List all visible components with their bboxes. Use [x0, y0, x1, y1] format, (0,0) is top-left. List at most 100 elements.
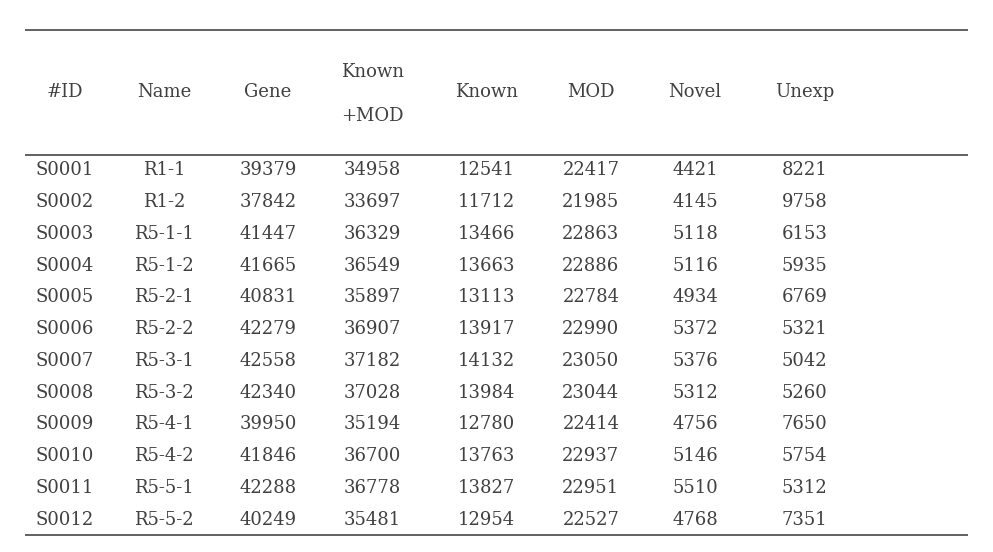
Text: 35897: 35897 [344, 288, 401, 306]
Text: 34958: 34958 [344, 161, 401, 179]
Text: 5754: 5754 [781, 447, 827, 465]
Text: R1-1: R1-1 [143, 161, 185, 179]
Text: R5-2-2: R5-2-2 [134, 320, 194, 338]
Text: 5312: 5312 [672, 384, 718, 402]
Text: S0005: S0005 [36, 288, 93, 306]
Text: 35194: 35194 [344, 415, 401, 433]
Text: 11712: 11712 [458, 193, 515, 211]
Text: 12954: 12954 [458, 511, 515, 529]
Text: 23050: 23050 [562, 352, 620, 370]
Text: 9758: 9758 [781, 193, 827, 211]
Text: Known: Known [455, 83, 518, 102]
Text: MOD: MOD [567, 83, 615, 102]
Text: R5-5-1: R5-5-1 [134, 479, 194, 497]
Text: 22527: 22527 [562, 511, 620, 529]
Text: R1-2: R1-2 [143, 193, 185, 211]
Text: 22886: 22886 [562, 257, 620, 275]
Text: 36907: 36907 [344, 320, 401, 338]
Text: 40831: 40831 [239, 288, 297, 306]
Text: 7351: 7351 [781, 511, 827, 529]
Text: 13917: 13917 [458, 320, 515, 338]
Text: S0008: S0008 [36, 384, 93, 402]
Text: Known: Known [341, 63, 404, 81]
Text: S0006: S0006 [36, 320, 93, 338]
Text: 13763: 13763 [458, 447, 515, 465]
Text: 22784: 22784 [562, 288, 620, 306]
Text: 12541: 12541 [458, 161, 515, 179]
Text: 35481: 35481 [344, 511, 401, 529]
Text: R5-2-1: R5-2-1 [134, 288, 194, 306]
Text: 42279: 42279 [239, 320, 297, 338]
Text: 36549: 36549 [344, 257, 401, 275]
Text: S0010: S0010 [36, 447, 93, 465]
Text: R5-5-2: R5-5-2 [134, 511, 194, 529]
Text: R5-1-2: R5-1-2 [134, 257, 194, 275]
Text: 37182: 37182 [344, 352, 401, 370]
Text: 40249: 40249 [239, 511, 297, 529]
Text: 21985: 21985 [562, 193, 620, 211]
Text: 5260: 5260 [781, 384, 827, 402]
Text: 4756: 4756 [672, 415, 718, 433]
Text: 41846: 41846 [239, 447, 297, 465]
Text: 36329: 36329 [344, 225, 401, 243]
Text: 36778: 36778 [344, 479, 401, 497]
Text: S0012: S0012 [36, 511, 93, 529]
Text: +MOD: +MOD [342, 107, 403, 125]
Text: 42288: 42288 [239, 479, 297, 497]
Text: 5372: 5372 [672, 320, 718, 338]
Text: 5312: 5312 [781, 479, 827, 497]
Text: 5321: 5321 [781, 320, 827, 338]
Text: 33697: 33697 [344, 193, 401, 211]
Text: 4934: 4934 [672, 288, 718, 306]
Text: 36700: 36700 [344, 447, 401, 465]
Text: S0003: S0003 [36, 225, 93, 243]
Text: R5-4-1: R5-4-1 [134, 415, 194, 433]
Text: 39950: 39950 [239, 415, 297, 433]
Text: S0011: S0011 [36, 479, 93, 497]
Text: 22414: 22414 [562, 415, 620, 433]
Text: 5376: 5376 [672, 352, 718, 370]
Text: 13827: 13827 [458, 479, 515, 497]
Text: 4145: 4145 [672, 193, 718, 211]
Text: 4768: 4768 [672, 511, 718, 529]
Text: 6153: 6153 [781, 225, 827, 243]
Text: 22417: 22417 [562, 161, 620, 179]
Text: 8221: 8221 [781, 161, 827, 179]
Text: 42558: 42558 [239, 352, 297, 370]
Text: 41665: 41665 [239, 257, 297, 275]
Text: 4421: 4421 [672, 161, 718, 179]
Text: 37028: 37028 [344, 384, 401, 402]
Text: 5935: 5935 [781, 257, 827, 275]
Text: 5118: 5118 [672, 225, 718, 243]
Text: 39379: 39379 [239, 161, 297, 179]
Text: 5042: 5042 [781, 352, 827, 370]
Text: 22951: 22951 [562, 479, 620, 497]
Text: S0004: S0004 [36, 257, 93, 275]
Text: 22863: 22863 [562, 225, 620, 243]
Text: S0007: S0007 [36, 352, 93, 370]
Text: R5-3-2: R5-3-2 [134, 384, 194, 402]
Text: 13663: 13663 [458, 257, 515, 275]
Text: S0009: S0009 [36, 415, 93, 433]
Text: 42340: 42340 [239, 384, 297, 402]
Text: 22990: 22990 [562, 320, 620, 338]
Text: 7650: 7650 [781, 415, 827, 433]
Text: 23044: 23044 [562, 384, 620, 402]
Text: 37842: 37842 [239, 193, 297, 211]
Text: 5146: 5146 [672, 447, 718, 465]
Text: R5-1-1: R5-1-1 [134, 225, 194, 243]
Text: 6769: 6769 [781, 288, 827, 306]
Text: S0002: S0002 [36, 193, 93, 211]
Text: 12780: 12780 [458, 415, 515, 433]
Text: 22937: 22937 [562, 447, 620, 465]
Text: 41447: 41447 [239, 225, 297, 243]
Text: Unexp: Unexp [775, 83, 834, 102]
Text: Gene: Gene [244, 83, 292, 102]
Text: R5-4-2: R5-4-2 [134, 447, 194, 465]
Text: Name: Name [137, 83, 191, 102]
Text: 13466: 13466 [458, 225, 515, 243]
Text: 13984: 13984 [458, 384, 515, 402]
Text: 5510: 5510 [672, 479, 718, 497]
Text: R5-3-1: R5-3-1 [134, 352, 194, 370]
Text: #ID: #ID [47, 83, 82, 102]
